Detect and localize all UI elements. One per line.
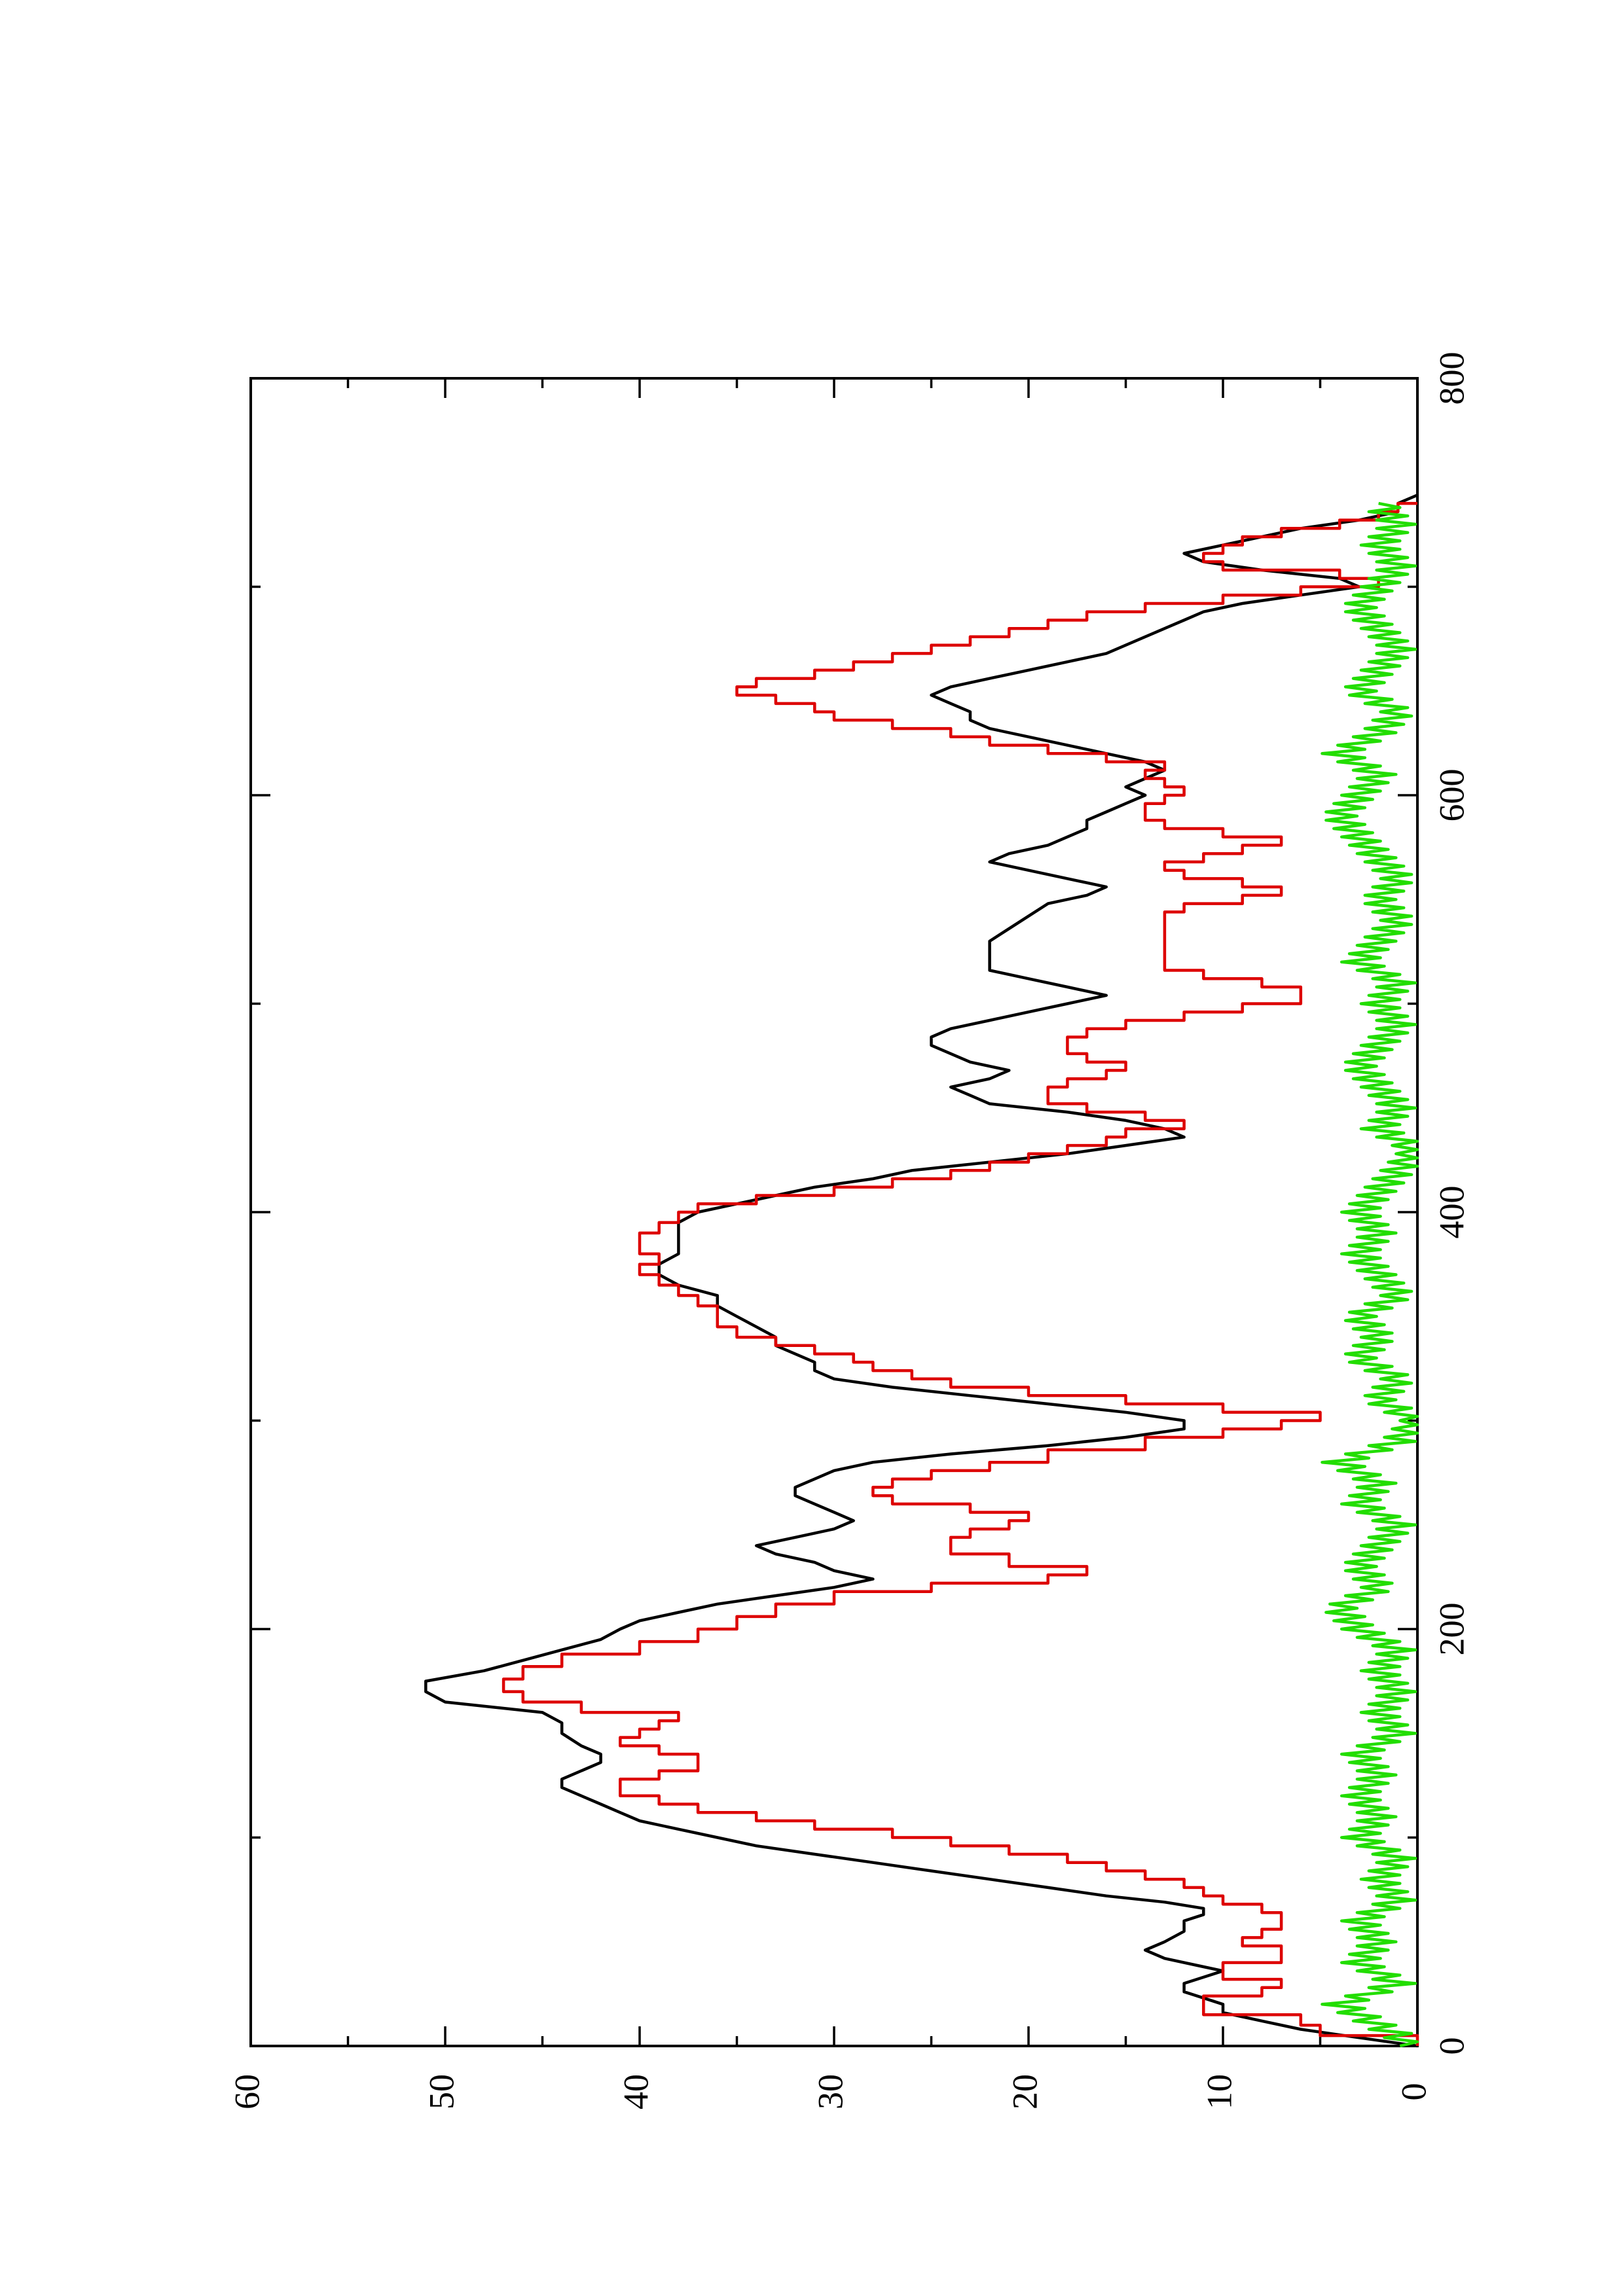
- y-tick-label: 50: [422, 2074, 461, 2109]
- y-tick-label: 0: [1394, 2083, 1433, 2101]
- y-tick-label: 10: [1199, 2074, 1239, 2109]
- y-tick-label: 40: [616, 2074, 655, 2109]
- plot-area-frame: [249, 377, 1419, 2047]
- y-tick-label: 30: [811, 2074, 850, 2109]
- y-tick-label: 60: [227, 2074, 266, 2109]
- x-tick-label: 400: [1432, 1186, 1471, 1239]
- x-tick-label: 800: [1432, 352, 1471, 405]
- x-tick-label: 0: [1432, 2037, 1471, 2055]
- series-layer: [424, 493, 1419, 2048]
- y-axis: 0 10 20 30 40 50 60: [227, 378, 1433, 2109]
- series-line-3: [1321, 501, 1419, 2048]
- x-tick-label: 600: [1432, 769, 1471, 822]
- x-axis: 0 200 400 600 800: [251, 352, 1471, 2055]
- y-tick-label: 20: [1005, 2074, 1044, 2109]
- x-tick-label: 200: [1432, 1603, 1471, 1656]
- series-line-2: [501, 501, 1419, 2046]
